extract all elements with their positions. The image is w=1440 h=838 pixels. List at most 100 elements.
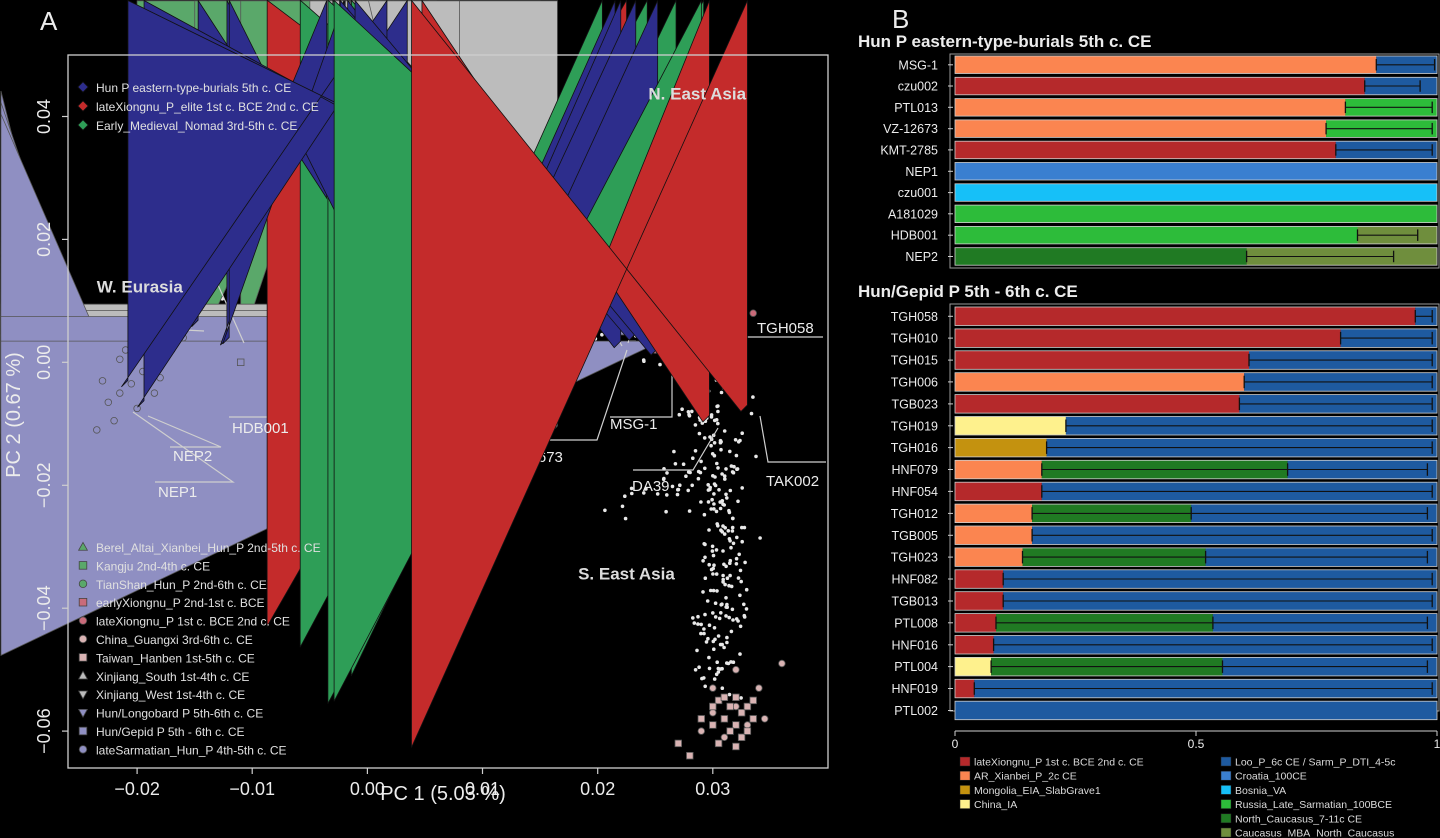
bar-segment — [955, 98, 1346, 117]
background-point — [710, 544, 715, 549]
background-point — [717, 616, 722, 621]
background-point — [706, 636, 710, 641]
background-point — [730, 529, 735, 533]
background-point — [711, 553, 716, 558]
row-label: MSG-1 — [898, 58, 938, 72]
legend-label: Taiwan_Hanben 1st-5th c. CE — [96, 651, 255, 665]
background-point — [706, 500, 711, 504]
x-tick-label: 0.01 — [465, 779, 500, 799]
background-point — [681, 462, 686, 467]
background-point — [700, 421, 705, 425]
background-point — [712, 677, 717, 681]
background-point — [686, 410, 691, 414]
background-point — [693, 449, 698, 453]
background-point — [758, 536, 762, 540]
background-point — [740, 486, 744, 490]
bar-segment — [955, 460, 1042, 479]
reference-population-point — [778, 659, 786, 668]
background-point — [736, 499, 740, 504]
legend-label: China_IA — [974, 799, 1017, 811]
background-point — [716, 524, 720, 528]
legend-marker — [78, 634, 88, 644]
background-point — [749, 411, 754, 416]
background-point — [714, 509, 719, 514]
bar-segment — [955, 350, 1249, 370]
background-point — [693, 668, 698, 672]
legend-marker — [77, 670, 89, 680]
background-point — [727, 583, 731, 588]
background-point — [704, 640, 709, 644]
background-point — [699, 500, 703, 504]
background-point — [727, 615, 731, 620]
bar-segment — [955, 247, 1247, 266]
pca-highlighted-samples: A181029czu001HDB001NEP2NEP1KMT-2785czu00… — [97, 0, 819, 748]
background-point — [744, 587, 749, 592]
y-tick-label: −0.02 — [34, 463, 54, 509]
background-point — [702, 627, 706, 631]
highlight-diamond — [411, 0, 748, 748]
background-point — [718, 500, 722, 504]
legend-label: Hun/Gepid P 5th - 6th c. CE — [96, 725, 245, 739]
background-point — [724, 596, 728, 600]
background-point — [714, 548, 719, 552]
bar-outline — [954, 55, 1438, 74]
row-label: PTL008 — [894, 616, 938, 630]
background-point — [623, 516, 628, 521]
background-point — [702, 676, 706, 680]
reference-population-point — [749, 715, 757, 723]
background-point — [716, 466, 720, 470]
background-point — [699, 622, 703, 627]
region-label: N. East Asia — [648, 84, 746, 103]
background-point — [687, 509, 692, 513]
reference-population-point — [737, 709, 746, 717]
background-point — [707, 623, 712, 627]
admixture-legend: lateXiongnu_P 1st c. BCE 2nd c. CE AR_Xia… — [959, 757, 1396, 838]
legend-label: Xinjiang_South 1st-4th c. CE — [96, 670, 249, 684]
panel-label-a: A — [40, 6, 58, 36]
reference-population-point — [709, 721, 717, 729]
background-point — [690, 483, 694, 488]
background-point — [687, 414, 692, 418]
leader-line — [633, 427, 719, 471]
background-point — [718, 642, 723, 647]
legend-marker — [78, 561, 88, 570]
background-point — [711, 639, 716, 644]
row-label: TGH006 — [891, 375, 938, 389]
legend-swatch — [1220, 827, 1232, 838]
background-point — [734, 562, 739, 566]
background-point — [720, 472, 724, 476]
bar-outline — [954, 416, 1438, 436]
background-point — [708, 588, 713, 593]
background-point — [707, 666, 712, 671]
background-point — [691, 616, 695, 620]
background-point — [724, 492, 728, 497]
background-point — [642, 359, 646, 364]
background-point — [665, 493, 669, 497]
row-label: NEP2 — [905, 250, 938, 264]
sample-label: TGH058 — [757, 320, 814, 337]
reference-population-point — [709, 684, 717, 692]
background-point — [740, 525, 744, 530]
legend-swatch — [959, 770, 971, 781]
background-point — [721, 549, 725, 553]
bar-outline — [954, 225, 1438, 245]
legend-marker — [77, 119, 89, 131]
background-point — [727, 510, 732, 515]
background-point — [710, 497, 714, 502]
background-point — [690, 409, 694, 414]
background-point — [720, 666, 724, 671]
background-point — [725, 576, 730, 580]
legend-label: AR_Xianbei_P_2c CE — [974, 771, 1077, 783]
background-point — [699, 631, 703, 636]
background-point — [729, 584, 734, 589]
background-point — [699, 459, 703, 464]
bar-segment — [955, 307, 1416, 326]
background-point — [665, 471, 669, 475]
background-point — [725, 602, 729, 607]
legend-label: Bosnia_VA — [1235, 785, 1286, 797]
bar-segment — [955, 56, 1377, 74]
background-point — [728, 561, 732, 565]
background-point — [709, 443, 713, 448]
legend-marker — [78, 598, 88, 607]
background-point — [620, 504, 625, 509]
